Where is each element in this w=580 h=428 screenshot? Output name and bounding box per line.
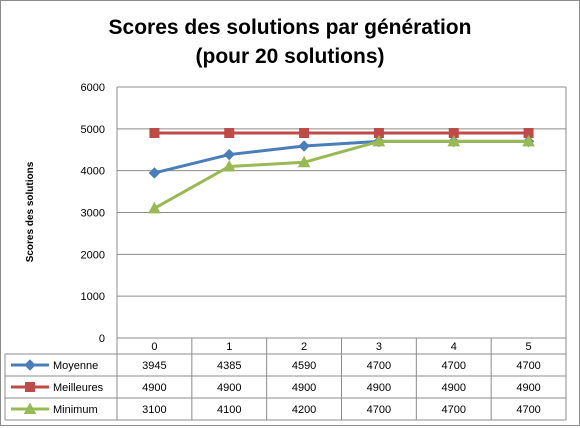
legend-key-marker-moyenne (24, 359, 36, 371)
series-line-minimum (153, 139, 529, 210)
x-category-label: 5 (526, 341, 532, 353)
y-tick-label: 4000 (81, 166, 105, 178)
data-point-meilleures (299, 128, 310, 139)
data-label-minimum: 4700 (367, 404, 391, 416)
data-label-minimum: 3100 (142, 404, 166, 416)
data-label-moyenne: 4700 (442, 360, 466, 372)
legend-label-moyenne: Moyenne (53, 360, 98, 372)
data-point-minimum (297, 155, 311, 168)
series-line-moyenne (154, 139, 529, 175)
data-label-meilleures: 4900 (217, 382, 241, 394)
y-tick-label: 0 (99, 333, 105, 345)
data-label-meilleures: 4900 (292, 382, 316, 394)
data-label-moyenne: 4700 (516, 360, 540, 372)
data-point-minimum (447, 134, 461, 147)
series-lines (148, 128, 535, 214)
x-category-label: 3 (376, 341, 382, 353)
y-tick-label: 1000 (81, 291, 105, 303)
data-label-minimum: 4100 (217, 404, 241, 416)
data-label-meilleures: 4900 (442, 382, 466, 394)
x-category-label: 4 (451, 341, 457, 353)
x-category-label: 1 (226, 341, 232, 353)
data-point-moyenne (298, 140, 310, 152)
y-tick-label: 2000 (81, 249, 105, 261)
data-label-meilleures: 4900 (516, 382, 540, 394)
plot-area: 0 1000 2000 3000 4000 5000 6000 (81, 82, 567, 345)
data-point-minimum (148, 201, 161, 214)
y-tick-label: 5000 (81, 124, 105, 136)
y-tick-label: 6000 (81, 82, 105, 94)
data-label-minimum: 4200 (292, 404, 316, 416)
data-label-meilleures: 4900 (367, 382, 391, 394)
data-label-moyenne: 4385 (217, 360, 241, 372)
x-category-label: 0 (151, 341, 157, 353)
data-table: 0 1 2 3 4 5 Moyenne 3945 4385 4590 4700 4700 4700 Mei… (4, 337, 567, 421)
data-point-moyenne (148, 167, 161, 179)
legend-label-minimum: Minimum (53, 404, 98, 416)
legend-label-meilleures: Meilleures (53, 382, 104, 394)
chart-title-line-2: (pour 20 solutions) (196, 45, 385, 68)
data-point-minimum (372, 134, 386, 147)
legend-key-marker-meilleures (25, 382, 35, 392)
data-label-minimum: 4700 (442, 404, 466, 416)
y-tick-label: 3000 (81, 208, 105, 220)
x-category-label: 2 (301, 341, 307, 353)
data-point-meilleures (224, 128, 235, 139)
data-label-meilleures: 4900 (142, 382, 166, 394)
data-label-minimum: 4700 (516, 404, 540, 416)
data-point-moyenne (223, 148, 235, 161)
data-point-minimum (222, 159, 236, 172)
data-point-meilleures (149, 128, 160, 139)
chart-title-line-1: Scores des solutions par génération (109, 16, 472, 39)
data-point-minimum (522, 134, 535, 147)
data-label-moyenne: 3945 (142, 360, 166, 372)
data-label-moyenne: 4700 (367, 360, 391, 372)
data-label-moyenne: 4590 (292, 360, 316, 372)
legend-key-marker-minimum (23, 402, 37, 414)
y-axis-label: Scores des solutions (25, 161, 36, 262)
